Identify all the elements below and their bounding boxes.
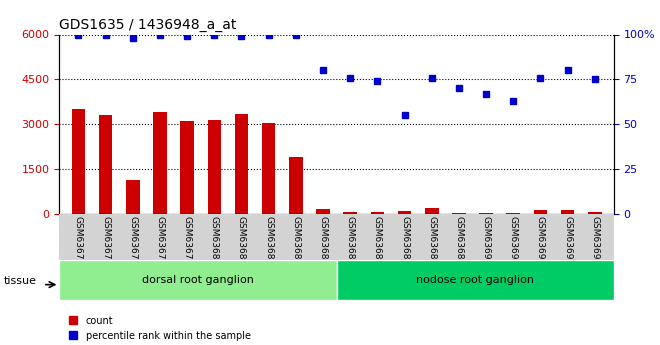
Text: GSM63677: GSM63677 <box>128 216 137 266</box>
Text: GSM63688: GSM63688 <box>427 216 436 266</box>
Bar <box>479 213 493 214</box>
Bar <box>289 157 303 214</box>
Bar <box>370 213 384 214</box>
FancyBboxPatch shape <box>59 260 337 300</box>
Text: GSM63682: GSM63682 <box>264 216 273 265</box>
Text: GSM63692: GSM63692 <box>536 216 545 265</box>
Text: GSM63683: GSM63683 <box>291 216 300 266</box>
FancyBboxPatch shape <box>337 260 614 300</box>
Bar <box>452 213 466 214</box>
Text: GSM63680: GSM63680 <box>210 216 219 266</box>
Bar <box>343 211 357 214</box>
Bar <box>126 179 139 214</box>
Text: GSM63689: GSM63689 <box>454 216 463 266</box>
Text: GSM63691: GSM63691 <box>509 216 517 266</box>
Bar <box>262 123 275 214</box>
Text: GSM63686: GSM63686 <box>373 216 382 266</box>
Bar <box>398 211 411 214</box>
Text: GSM63687: GSM63687 <box>400 216 409 266</box>
Legend: count, percentile rank within the sample: count, percentile rank within the sample <box>64 312 255 345</box>
Bar <box>506 213 520 214</box>
Bar <box>72 109 85 214</box>
Bar <box>153 112 167 214</box>
Text: GSM63693: GSM63693 <box>563 216 572 266</box>
Text: GSM63685: GSM63685 <box>346 216 354 266</box>
Bar <box>561 210 574 214</box>
Bar <box>425 208 438 214</box>
Bar <box>235 114 248 214</box>
Text: nodose root ganglion: nodose root ganglion <box>416 275 534 285</box>
Text: GSM63678: GSM63678 <box>156 216 164 266</box>
Bar <box>180 121 194 214</box>
Text: GSM63679: GSM63679 <box>183 216 191 266</box>
Bar <box>534 210 547 214</box>
Text: GSM63681: GSM63681 <box>237 216 246 266</box>
Bar <box>316 208 330 214</box>
Text: GSM63675: GSM63675 <box>74 216 83 266</box>
Text: dorsal root ganglion: dorsal root ganglion <box>142 275 254 285</box>
Text: GSM63694: GSM63694 <box>590 216 599 265</box>
Text: GSM63676: GSM63676 <box>101 216 110 266</box>
Text: tissue: tissue <box>3 276 36 286</box>
Bar <box>99 115 112 214</box>
Text: GSM63690: GSM63690 <box>482 216 490 266</box>
Bar <box>207 120 221 214</box>
Text: GDS1635 / 1436948_a_at: GDS1635 / 1436948_a_at <box>59 18 237 32</box>
Text: GSM63684: GSM63684 <box>319 216 327 265</box>
Bar <box>588 211 601 214</box>
